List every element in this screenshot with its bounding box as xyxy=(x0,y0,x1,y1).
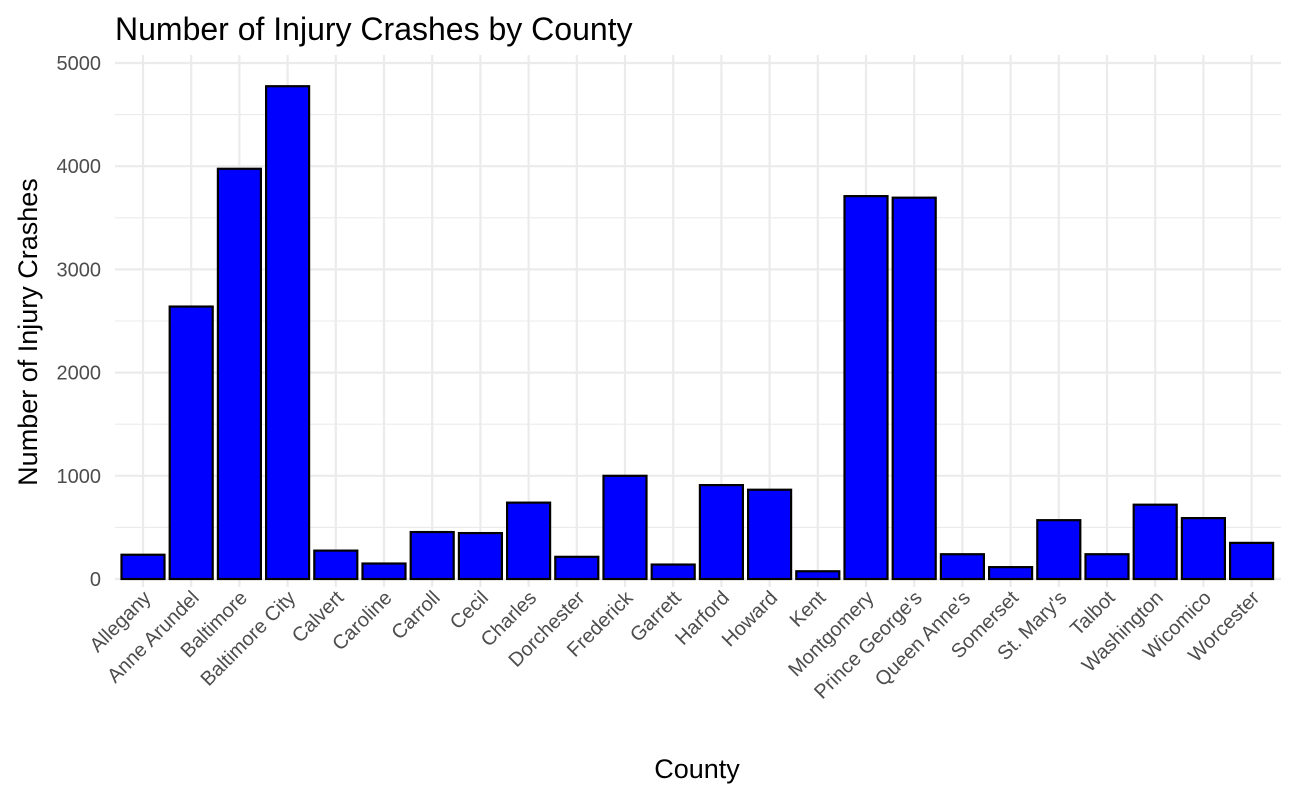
bar xyxy=(506,501,552,581)
bar xyxy=(409,530,455,581)
bar xyxy=(746,488,793,581)
x-axis-title: County xyxy=(654,754,740,784)
chart-title: Number of Injury Crashes by County xyxy=(115,11,633,47)
bar xyxy=(698,483,745,581)
bar xyxy=(1132,503,1178,581)
y-tick-label: 0 xyxy=(90,569,101,591)
y-tick-label: 5000 xyxy=(57,53,102,75)
bar xyxy=(168,305,214,581)
bar xyxy=(891,196,937,581)
bar xyxy=(457,531,503,581)
bar xyxy=(1084,553,1130,581)
bar xyxy=(1228,541,1275,581)
y-tick-label: 3000 xyxy=(57,259,102,281)
bar xyxy=(650,563,696,581)
bar xyxy=(987,566,1034,581)
y-tick-label: 4000 xyxy=(57,156,102,178)
bar xyxy=(216,167,262,581)
bar xyxy=(313,549,359,581)
y-tick-label: 2000 xyxy=(57,363,102,385)
y-tick-label: 1000 xyxy=(57,466,102,488)
y-axis-title: Number of Injury Crashes xyxy=(13,178,43,486)
x-tick-label: Carroll xyxy=(388,587,445,644)
bar xyxy=(1180,517,1227,581)
bar xyxy=(265,85,311,581)
bar xyxy=(120,553,166,581)
bar xyxy=(602,474,648,581)
bar xyxy=(843,195,889,581)
bar xyxy=(1036,519,1082,581)
bar xyxy=(361,562,407,581)
bar-series xyxy=(120,85,1275,581)
bar xyxy=(554,555,600,581)
bar xyxy=(795,570,841,581)
y-axis-ticks: 0 1000 2000 3000 4000 5000 xyxy=(57,53,102,591)
bar xyxy=(939,553,986,581)
